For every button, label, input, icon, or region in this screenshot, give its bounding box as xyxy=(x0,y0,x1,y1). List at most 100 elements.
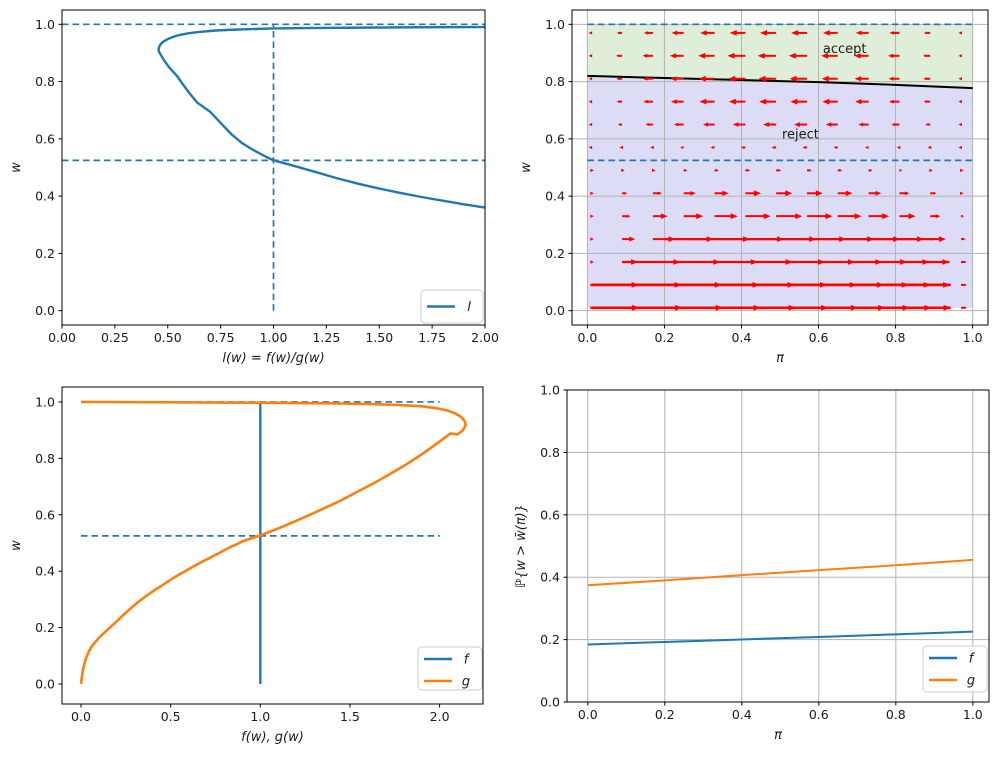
arrow-head xyxy=(964,283,967,287)
arrow-head xyxy=(869,169,873,172)
arrow-tiny xyxy=(590,191,594,195)
arrow-tiny xyxy=(619,145,623,150)
arrow-head xyxy=(771,146,775,149)
legend-label: f xyxy=(464,653,471,668)
arrow-head xyxy=(962,237,966,241)
arrow-head xyxy=(740,146,744,149)
arrow-head xyxy=(629,236,636,242)
arrow-head xyxy=(674,282,682,288)
y-tick-label: 0.2 xyxy=(35,620,55,635)
arrow-head xyxy=(645,123,649,126)
legend-label: f xyxy=(969,652,976,667)
annotation-reject: reject xyxy=(782,127,819,142)
arrow-head xyxy=(759,98,767,105)
arrow-head xyxy=(673,259,681,265)
arrow-head xyxy=(699,98,707,105)
y-tick-label: 0.2 xyxy=(540,632,560,647)
arrow-head xyxy=(802,146,806,149)
arrow-head xyxy=(715,169,719,172)
y-axis-label: w xyxy=(9,162,24,173)
arrow-head xyxy=(889,99,894,104)
y-tick-label: 1.0 xyxy=(540,383,560,398)
y-tick-label: 0.0 xyxy=(35,676,55,691)
arrow-head xyxy=(754,190,761,197)
arrow-tiny xyxy=(588,31,593,35)
arrow-head xyxy=(935,214,941,219)
arrow-head xyxy=(730,213,738,220)
y-tick-label: 1.0 xyxy=(35,394,55,409)
arrow-tiny xyxy=(588,77,593,81)
arrow-head xyxy=(889,31,894,35)
arrow-head xyxy=(825,122,832,127)
y-tick-label: 0.4 xyxy=(35,189,55,204)
arrow-head xyxy=(923,77,927,80)
arrow-tiny xyxy=(929,168,933,173)
arrow-head xyxy=(833,146,837,149)
arrow-tiny xyxy=(958,99,962,104)
arrow-head xyxy=(668,236,676,242)
legend-box xyxy=(922,645,988,693)
x-tick-label: 1.5 xyxy=(340,709,360,724)
arrow-head xyxy=(839,169,843,172)
arrow-head xyxy=(821,52,828,59)
arrow-head xyxy=(888,76,894,81)
x-tick-label: 1.0 xyxy=(963,330,983,345)
arrow-head xyxy=(795,213,803,220)
arrow-head xyxy=(938,236,946,242)
y-tick-label: 0.4 xyxy=(35,564,55,579)
annotation-accept: accept xyxy=(823,42,867,57)
arrow-head xyxy=(642,76,648,81)
arrow-head xyxy=(933,192,937,195)
x-tick-label: 1.50 xyxy=(365,330,393,345)
arrow-head xyxy=(858,122,863,127)
arrow-head xyxy=(626,214,631,218)
x-tick-label: 1.25 xyxy=(312,330,340,345)
arrow-head xyxy=(657,191,662,195)
arrow-tiny xyxy=(960,168,964,173)
arrow-head xyxy=(616,31,620,35)
arrow-head xyxy=(904,191,910,196)
y-tick-label: 0.6 xyxy=(35,507,55,522)
g-density-curve xyxy=(79,400,467,685)
arrow-head xyxy=(822,98,830,105)
arrow-head xyxy=(617,123,621,126)
x-tick-label: 0.75 xyxy=(207,330,235,345)
arrow-tiny xyxy=(590,214,594,218)
belief-drift-field xyxy=(588,30,968,311)
arrow-head xyxy=(854,53,861,59)
arrow-head xyxy=(763,122,769,127)
arrow-head xyxy=(642,53,648,58)
y-tick-label: 1.0 xyxy=(35,17,55,32)
arrow-tiny xyxy=(588,54,593,58)
y-tick-label: 0.8 xyxy=(35,451,55,466)
arrow-head xyxy=(821,75,829,82)
x-tick-label: 2.0 xyxy=(430,709,450,724)
arrow-head xyxy=(808,169,812,172)
x-axis-label: π xyxy=(774,728,782,743)
arrow-tiny xyxy=(621,168,625,173)
arrow-head xyxy=(661,213,668,219)
arrow-head xyxy=(760,30,767,36)
arrow-head xyxy=(632,304,640,311)
arrow-head xyxy=(675,304,683,311)
arrow-head xyxy=(710,146,714,149)
arrow-head xyxy=(616,54,619,58)
x-axis-label: f(w), g(w) xyxy=(241,730,304,745)
y-tick-label: 0.8 xyxy=(540,445,560,460)
arrow-head xyxy=(923,31,927,35)
arrow-head xyxy=(855,99,862,105)
panel-top-right: accept reject 0.0 0.2 0.4 0.6 0.8 1.0 0.0 0.2 0.4 0… xyxy=(519,9,989,366)
arrow-head xyxy=(963,260,967,264)
y-tick-label: 0.8 xyxy=(545,74,565,89)
arrow-tiny xyxy=(588,145,593,150)
prob-exceed-under-f xyxy=(587,630,973,646)
legend: fg xyxy=(922,645,988,693)
arrow-head xyxy=(788,52,796,59)
arrow-head xyxy=(727,52,735,59)
x-tick-label: 1.0 xyxy=(250,709,270,724)
arrow-tiny xyxy=(590,306,594,310)
arrow-head xyxy=(794,122,800,127)
arrow-head xyxy=(706,236,714,242)
arrow-head xyxy=(855,30,862,36)
